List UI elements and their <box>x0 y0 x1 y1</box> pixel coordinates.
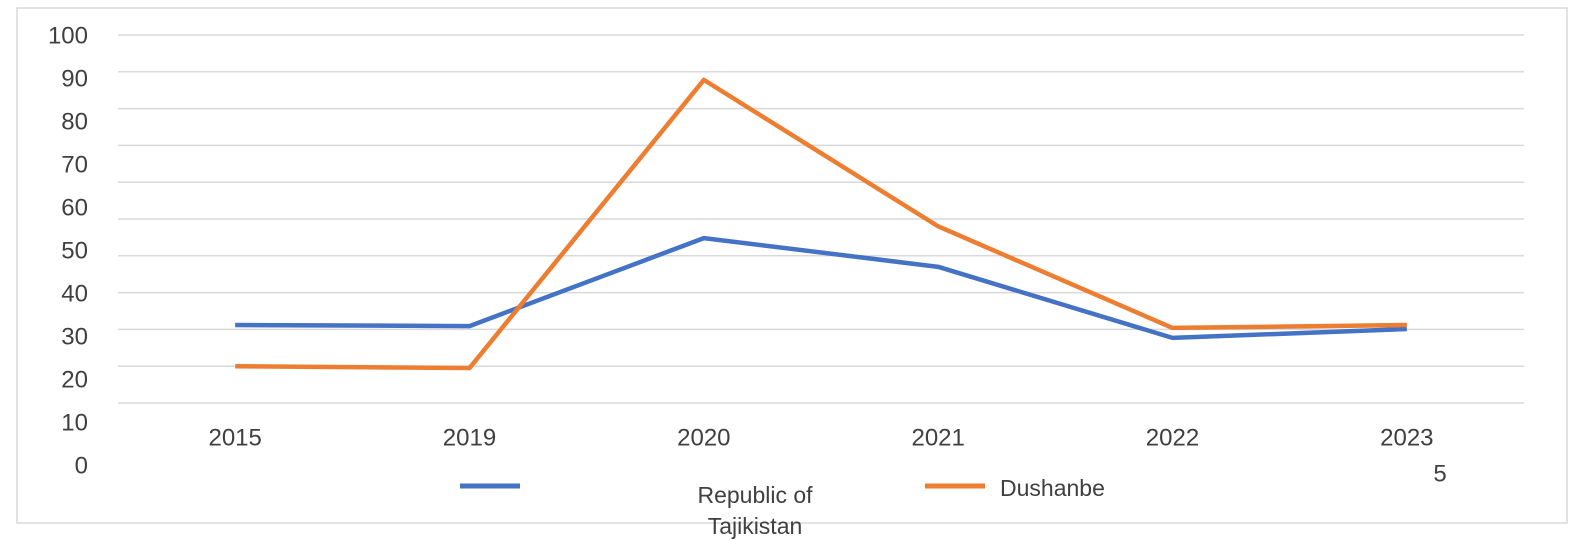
y-tick-label: 30 <box>61 323 88 350</box>
x-tick-label: 2019 <box>443 424 496 451</box>
x-tick-label: 2021 <box>911 424 964 451</box>
y-tick-label: 10 <box>61 409 88 436</box>
legend-label: Dushanbe <box>1000 475 1105 501</box>
chart-border <box>16 7 1568 524</box>
x-tick-label: 2022 <box>1146 424 1199 451</box>
y-tick-label: 0 <box>75 452 88 479</box>
y-tick-label: 70 <box>61 151 88 178</box>
y-tick-label: 50 <box>61 237 88 264</box>
x-tick-label: 2023 <box>1380 424 1433 451</box>
legend-label: Republic of Tajikistan <box>697 482 813 539</box>
y-tick-label: 90 <box>61 65 88 92</box>
y-tick-label: 80 <box>61 108 88 135</box>
y-tick-label: 20 <box>61 366 88 393</box>
series-line <box>235 235 1407 341</box>
y-tick-label: 60 <box>61 194 88 221</box>
y-tick-label: 100 <box>48 22 88 49</box>
series-line <box>235 77 1407 371</box>
x-tick-label: 2015 <box>208 424 261 451</box>
x-tick-label: 2020 <box>677 424 730 451</box>
page-number: 5 <box>1433 460 1446 487</box>
y-tick-label: 40 <box>61 280 88 307</box>
